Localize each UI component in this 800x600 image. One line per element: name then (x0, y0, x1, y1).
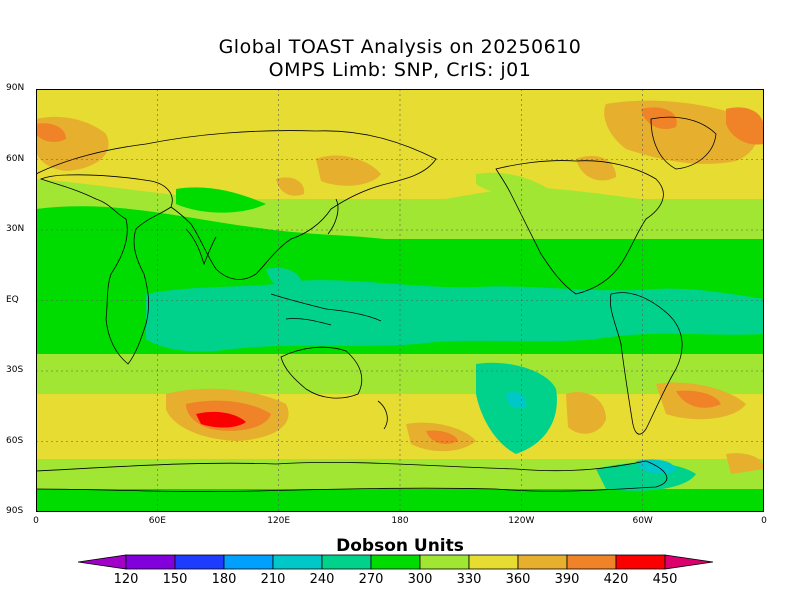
legend-title: Dobson Units (336, 536, 464, 556)
coast-antarctica (36, 460, 668, 492)
legend-value-label: 240 (309, 572, 335, 587)
lon-tick-label: 0 (761, 516, 767, 526)
lat-tick-label: 60S (6, 435, 24, 446)
lat-tick-label: 30S (6, 365, 24, 375)
legend-value-label: 390 (554, 572, 580, 587)
coast-india (185, 228, 217, 266)
ozone-map (36, 89, 764, 512)
lon-tick-label: 120E (267, 516, 291, 526)
legend-value-label: 300 (407, 572, 433, 587)
map-plot (36, 89, 764, 512)
legend-value-label: 180 (211, 572, 237, 587)
legend-swatch-low (78, 554, 127, 570)
patch-s-orange-3 (566, 391, 606, 434)
patch-south-blue-2 (636, 459, 676, 474)
grid-lines (36, 89, 764, 512)
patch-s-orange-5 (726, 453, 764, 474)
patch-n-darkorange-1 (726, 107, 764, 145)
patch-s-darkorange-4 (676, 390, 721, 408)
coast-greenland (650, 116, 717, 170)
legend-value-label: 210 (260, 572, 286, 587)
legend-swatch (468, 554, 519, 570)
patch-s-darkorange-2 (426, 430, 458, 444)
coast-new-zealand (377, 400, 388, 430)
band-south-sub (36, 354, 764, 399)
legend-swatch-high (664, 554, 714, 570)
legend-value-label: 330 (456, 572, 482, 587)
patch-n-orange-3 (276, 177, 305, 196)
lat-tick-label: 60N (6, 153, 25, 164)
map-title: Global TOAST Analysis on 20250610 (218, 36, 582, 58)
legend-value-label: 270 (358, 572, 384, 587)
lon-tick-label: 60W (632, 516, 653, 526)
coast-s-america (609, 292, 683, 435)
legend-value-label: 120 (113, 572, 139, 587)
patch-n-green-2 (176, 187, 266, 213)
lat-tick-label: 30N (6, 224, 25, 234)
patch-n-orange-4 (604, 100, 757, 164)
legend-swatch (272, 554, 323, 570)
legend-swatch (174, 554, 225, 570)
map-border (36, 89, 764, 512)
lat-tick-label: 90N (6, 83, 25, 93)
patch-n-darkorange-2 (641, 107, 677, 129)
legend-swatch (370, 554, 421, 570)
patch-south-teal-1 (476, 362, 557, 454)
patch-n-orange-2 (316, 155, 381, 186)
patch-tropic-teal (146, 280, 764, 352)
map-subtitle: OMPS Limb: SNP, CrIS: j01 (268, 59, 532, 81)
lon-tick-label: 0 (33, 516, 39, 526)
legend-value-label: 360 (505, 572, 531, 587)
coast-africa-europe (39, 174, 173, 365)
legend-swatch (566, 554, 617, 570)
coast-maritime (270, 293, 382, 326)
lat-tick-label: 90S (6, 506, 24, 516)
patch-tropic-teal-2 (266, 267, 302, 291)
legend-swatch (517, 554, 568, 570)
coast-australia (280, 346, 363, 399)
lon-tick-label: 180 (391, 516, 409, 526)
patch-n-green-1 (36, 206, 764, 259)
legend-swatch (321, 554, 372, 570)
legend-value-label: 420 (603, 572, 629, 587)
patch-n-darkorange-3 (36, 123, 66, 142)
color-scale-bar (78, 554, 714, 570)
legend-swatch (223, 554, 274, 570)
patch-n-green-3 (476, 172, 556, 198)
legend-value-label: 450 (652, 572, 678, 587)
lon-tick-label: 120W (508, 516, 535, 526)
coast-japan (327, 198, 339, 235)
legend-value-label: 150 (162, 572, 188, 587)
legend-swatch (419, 554, 470, 570)
patch-s-red (196, 411, 246, 428)
lat-tick-label: EQ (6, 294, 19, 305)
legend-swatch (615, 554, 666, 570)
legend-swatch (125, 554, 176, 570)
coast-europe-asia (36, 130, 437, 280)
lon-tick-label: 60E (148, 516, 166, 526)
